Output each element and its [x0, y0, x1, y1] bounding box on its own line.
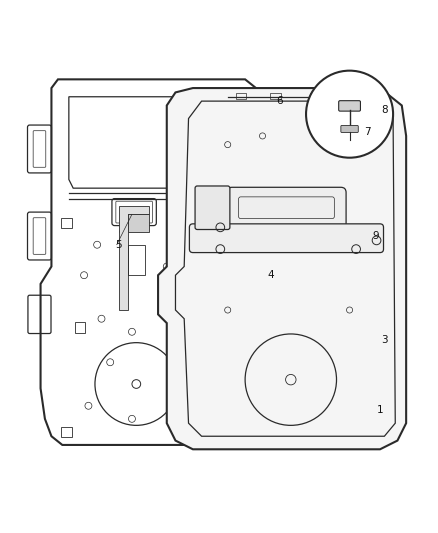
FancyBboxPatch shape [127, 214, 149, 232]
FancyBboxPatch shape [195, 186, 230, 230]
PathPatch shape [119, 206, 149, 310]
FancyBboxPatch shape [227, 187, 346, 228]
Text: 3: 3 [381, 335, 388, 345]
FancyBboxPatch shape [339, 101, 360, 111]
Text: 5: 5 [116, 240, 122, 250]
FancyBboxPatch shape [189, 224, 384, 253]
Circle shape [306, 71, 393, 158]
Text: 9: 9 [372, 231, 379, 241]
Text: 6: 6 [277, 96, 283, 106]
FancyBboxPatch shape [341, 125, 358, 133]
Text: 4: 4 [268, 270, 275, 280]
Circle shape [171, 190, 176, 195]
Text: 1: 1 [377, 405, 383, 415]
PathPatch shape [158, 88, 406, 449]
Text: 8: 8 [381, 105, 388, 115]
Text: 7: 7 [364, 126, 370, 136]
